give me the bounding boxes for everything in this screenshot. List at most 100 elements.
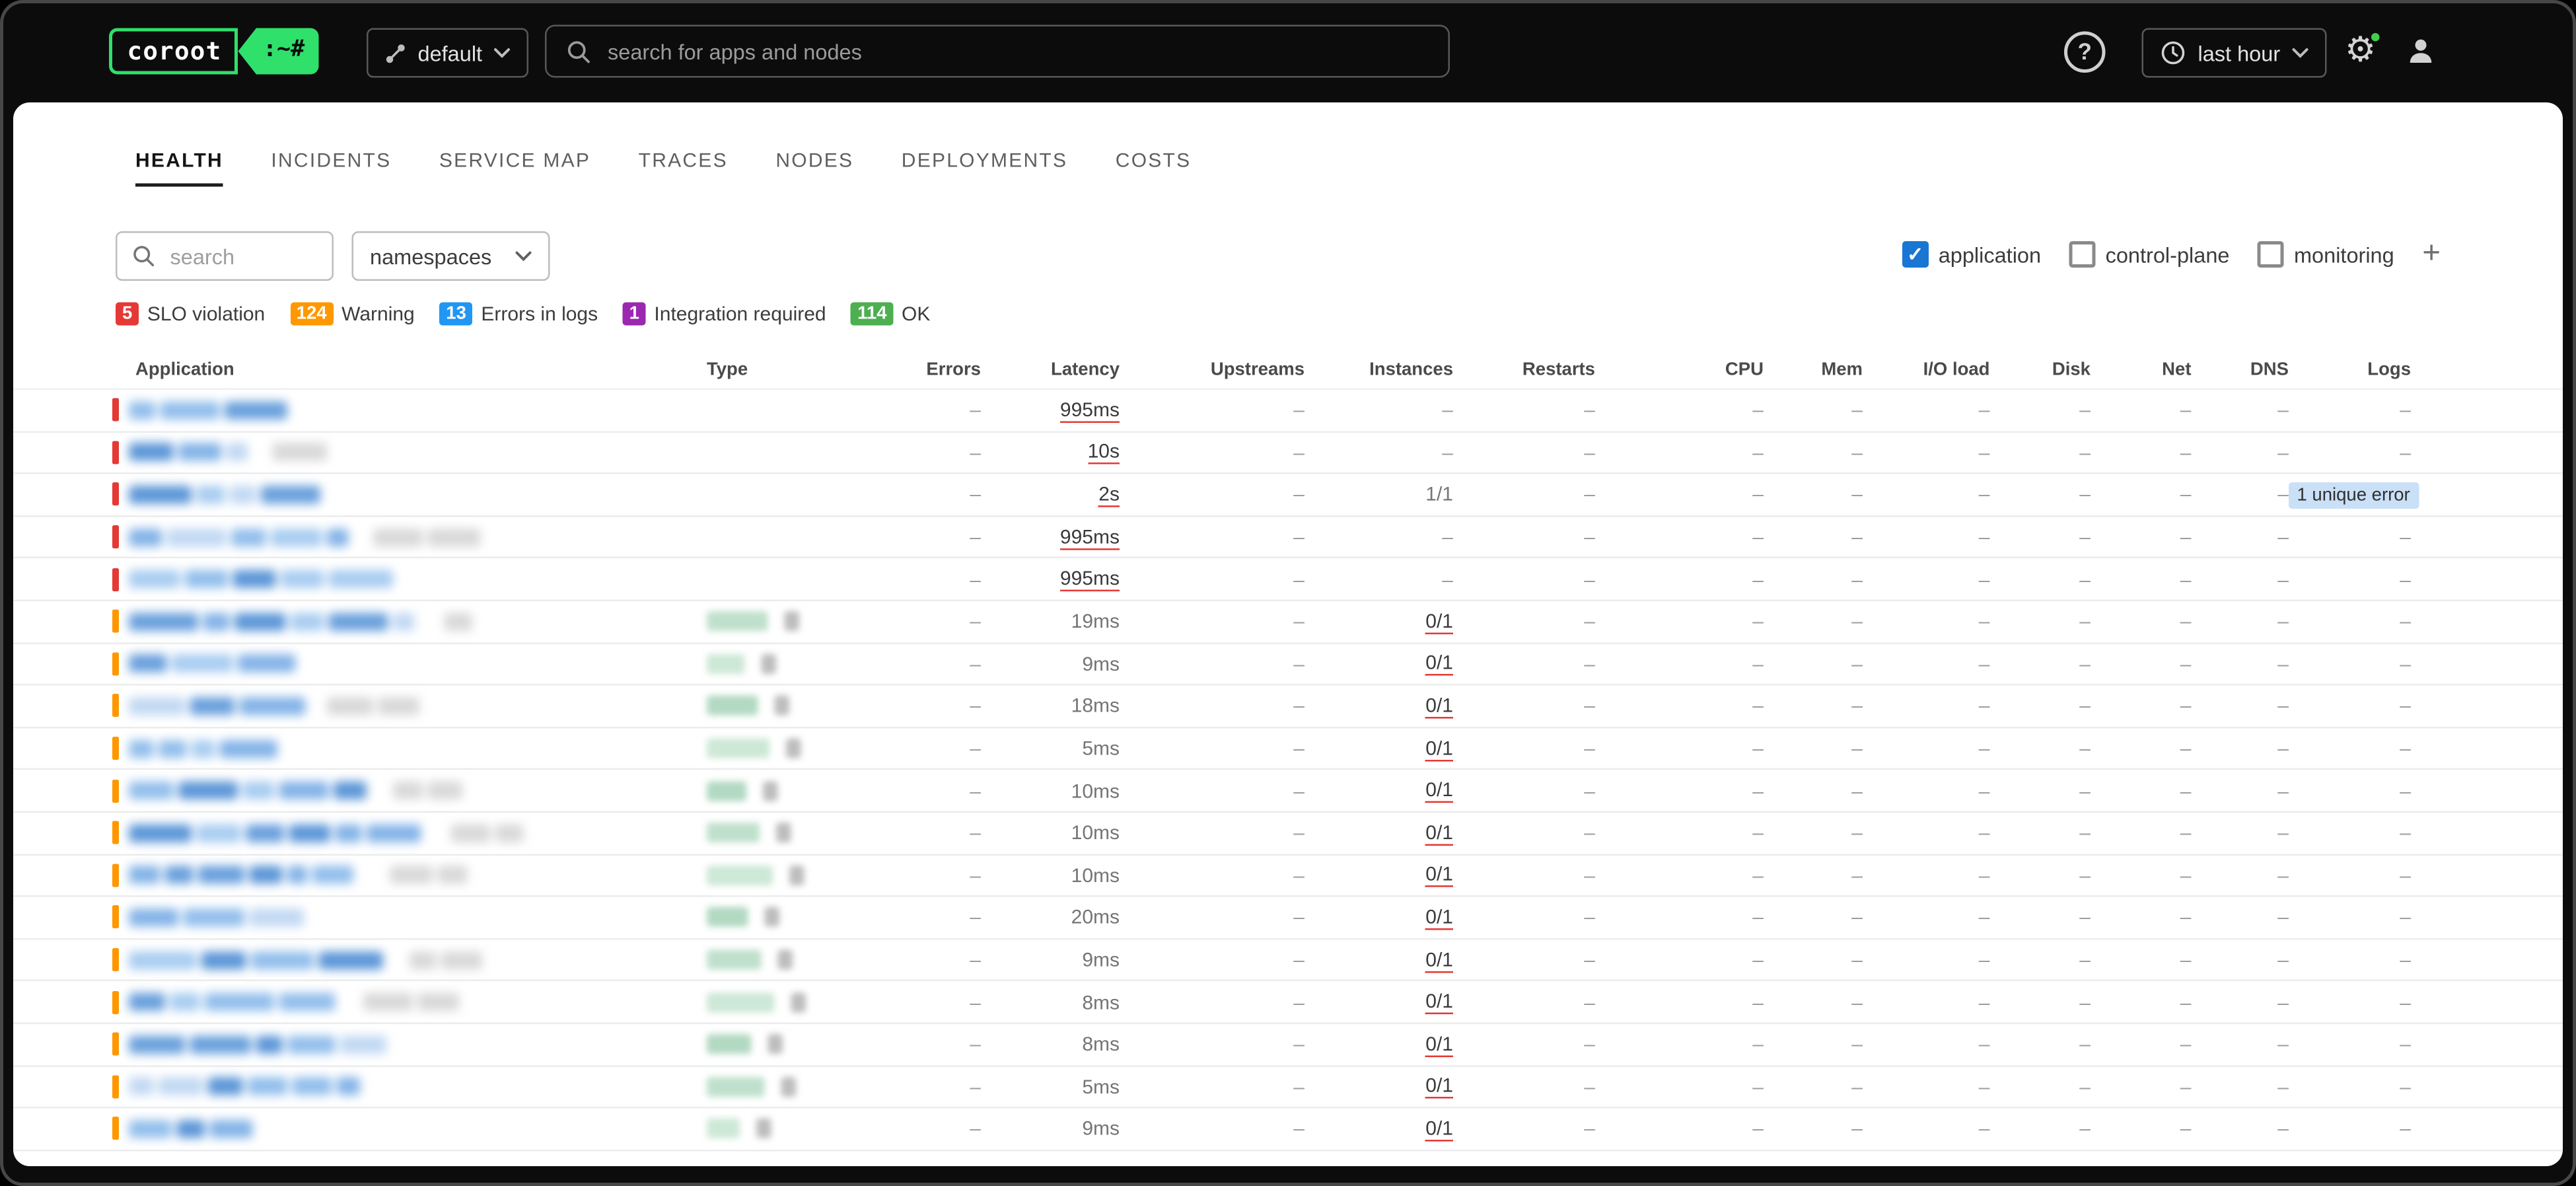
category-application[interactable]: ✓ application [1902, 241, 2041, 268]
application-cell[interactable] [112, 897, 707, 938]
global-search[interactable] [545, 24, 1450, 78]
checked-checkbox-icon[interactable]: ✓ [1902, 241, 1929, 268]
application-cell[interactable] [112, 982, 707, 1022]
application-cell[interactable] [112, 728, 707, 768]
unique-errors-badge[interactable]: 1 unique error [2289, 483, 2419, 510]
tab-nodes[interactable]: NODES [775, 149, 854, 172]
table-row[interactable]: – 10s – – – – – – – – – – [13, 432, 2563, 474]
unchecked-checkbox-icon[interactable] [2069, 241, 2096, 268]
latency-value[interactable]: 9ms [1082, 948, 1120, 972]
application-cell[interactable] [112, 1109, 707, 1149]
app-filter-search-input[interactable] [166, 242, 317, 270]
instances-value[interactable]: 0/1 [1425, 863, 1453, 888]
table-row[interactable]: – 20ms – 0/1 – – – – – – – – [13, 897, 2563, 940]
latency-value[interactable]: 19ms [1071, 610, 1120, 634]
application-cell[interactable] [112, 855, 707, 895]
add-category-button[interactable]: + [2422, 236, 2441, 271]
instances-value[interactable]: 0/1 [1425, 694, 1453, 719]
application-cell[interactable] [112, 432, 707, 472]
tab-traces[interactable]: TRACES [638, 149, 728, 172]
category-filters: ✓ application control-plane monitoring + [1902, 236, 2441, 271]
latency-value[interactable]: 10s [1087, 440, 1120, 465]
application-cell[interactable] [112, 390, 707, 430]
instances-value[interactable]: 0/1 [1425, 947, 1453, 973]
table-row[interactable]: – 8ms – 0/1 – – – – – – – – [13, 1024, 2563, 1066]
tab-costs[interactable]: COSTS [1115, 149, 1192, 172]
cell-restarts: – [1584, 821, 1595, 845]
latency-value[interactable]: 995ms [1059, 398, 1120, 423]
unchecked-checkbox-icon[interactable] [2257, 241, 2284, 268]
table-row[interactable]: – 9ms – 0/1 – – – – – – – – [13, 1109, 2563, 1151]
instances-value[interactable]: 0/1 [1425, 1032, 1453, 1057]
instances-value[interactable]: 0/1 [1425, 1074, 1453, 1099]
category-monitoring[interactable]: monitoring [2257, 241, 2394, 268]
latency-value[interactable]: 995ms [1059, 525, 1120, 550]
help-icon[interactable]: ? [2064, 31, 2106, 73]
tab-deployments[interactable]: DEPLOYMENTS [901, 149, 1068, 172]
latency-value[interactable]: 8ms [1082, 1033, 1120, 1056]
application-cell[interactable] [112, 686, 707, 726]
table-row[interactable]: – 10ms – 0/1 – – – – – – – – [13, 770, 2563, 813]
table-row[interactable]: – 8ms – 0/1 – – – – – – – – [13, 982, 2563, 1024]
latency-value[interactable]: 20ms [1071, 906, 1120, 930]
instances-value[interactable]: 0/1 [1425, 821, 1453, 846]
application-cell[interactable] [112, 474, 707, 515]
instances-value[interactable]: 0/1 [1425, 778, 1453, 803]
tab-incidents[interactable]: INCIDENTS [271, 149, 392, 172]
category-control-plane[interactable]: control-plane [2069, 241, 2229, 268]
latency-value[interactable]: 10ms [1071, 821, 1120, 845]
instances-value[interactable]: 0/1 [1425, 736, 1453, 761]
table-row[interactable]: – 9ms – 0/1 – – – – – – – – [13, 940, 2563, 982]
tab-service-map[interactable]: SERVICE MAP [439, 149, 591, 172]
cell-mem: – [1851, 821, 1863, 845]
latency-value[interactable]: 5ms [1082, 737, 1120, 760]
time-range-picker[interactable]: last hour [2141, 28, 2327, 78]
latency-value[interactable]: 2s [1098, 482, 1120, 507]
cell-logs: – [2400, 568, 2411, 591]
application-cell[interactable] [112, 1066, 707, 1107]
instances-value[interactable]: 0/1 [1425, 1117, 1453, 1142]
application-cell[interactable] [112, 644, 707, 684]
latency-value[interactable]: 9ms [1082, 652, 1120, 676]
instances-value[interactable]: 0/1 [1425, 905, 1453, 930]
latency-value[interactable]: 18ms [1071, 694, 1120, 718]
table-row[interactable]: – 995ms – – – – – – – – – – [13, 559, 2563, 601]
global-search-input[interactable] [604, 37, 1429, 65]
application-cell[interactable] [112, 517, 707, 557]
application-cell[interactable] [112, 940, 707, 980]
app-filter-search[interactable] [116, 231, 334, 281]
application-cell[interactable] [112, 601, 707, 642]
cell-cpu: – [1752, 779, 1764, 803]
table-row[interactable]: – 5ms – 0/1 – – – – – – – – [13, 1066, 2563, 1109]
tab-health[interactable]: HEALTH [135, 149, 223, 187]
instances-value[interactable]: 0/1 [1425, 651, 1453, 677]
table-row[interactable]: – 5ms – 0/1 – – – – – – – – [13, 728, 2563, 770]
application-cell[interactable] [112, 1024, 707, 1064]
user-profile-icon[interactable] [2404, 35, 2437, 77]
namespaces-dropdown[interactable]: namespaces [351, 231, 550, 281]
instances-value[interactable]: 0/1 [1425, 609, 1453, 634]
table-row[interactable]: –2s –1/1– – – – – – –1 unique error [13, 474, 2563, 517]
table-row[interactable]: – 995ms – – – – – – – – – – [13, 517, 2563, 559]
table-row[interactable]: – 10ms – 0/1 – – – – – – – – [13, 855, 2563, 897]
latency-value[interactable]: 995ms [1059, 567, 1120, 592]
latency-value[interactable]: 8ms [1082, 990, 1120, 1014]
table-row[interactable]: – 9ms – 0/1 – – – – – – – – [13, 644, 2563, 686]
project-selector[interactable]: default [367, 28, 529, 78]
legend-item: 13 Errors in logs [439, 302, 598, 326]
latency-value[interactable]: 9ms [1082, 1117, 1120, 1140]
application-cell[interactable] [112, 559, 707, 599]
application-cell[interactable] [112, 813, 707, 853]
instances-value[interactable]: 0/1 [1425, 990, 1453, 1015]
table-row[interactable]: – 18ms – 0/1 – – – – – – – – [13, 686, 2563, 728]
table-row[interactable]: – 10ms – 0/1 – – – – – – – – [13, 813, 2563, 855]
settings-gear-icon[interactable]: ⚙ [2345, 26, 2381, 76]
latency-value[interactable]: 10ms [1071, 864, 1120, 887]
table-row[interactable]: – 995ms – – – – – – – – – – [13, 390, 2563, 432]
instances-value[interactable]: 1/1 [1425, 483, 1453, 507]
latency-value[interactable]: 10ms [1071, 779, 1120, 803]
latency-value[interactable]: 5ms [1082, 1074, 1120, 1098]
application-cell[interactable] [112, 770, 707, 811]
table-row[interactable]: – 19ms – 0/1 – – – – – – – – [13, 601, 2563, 644]
cell-latency: 20ms [981, 906, 1120, 929]
